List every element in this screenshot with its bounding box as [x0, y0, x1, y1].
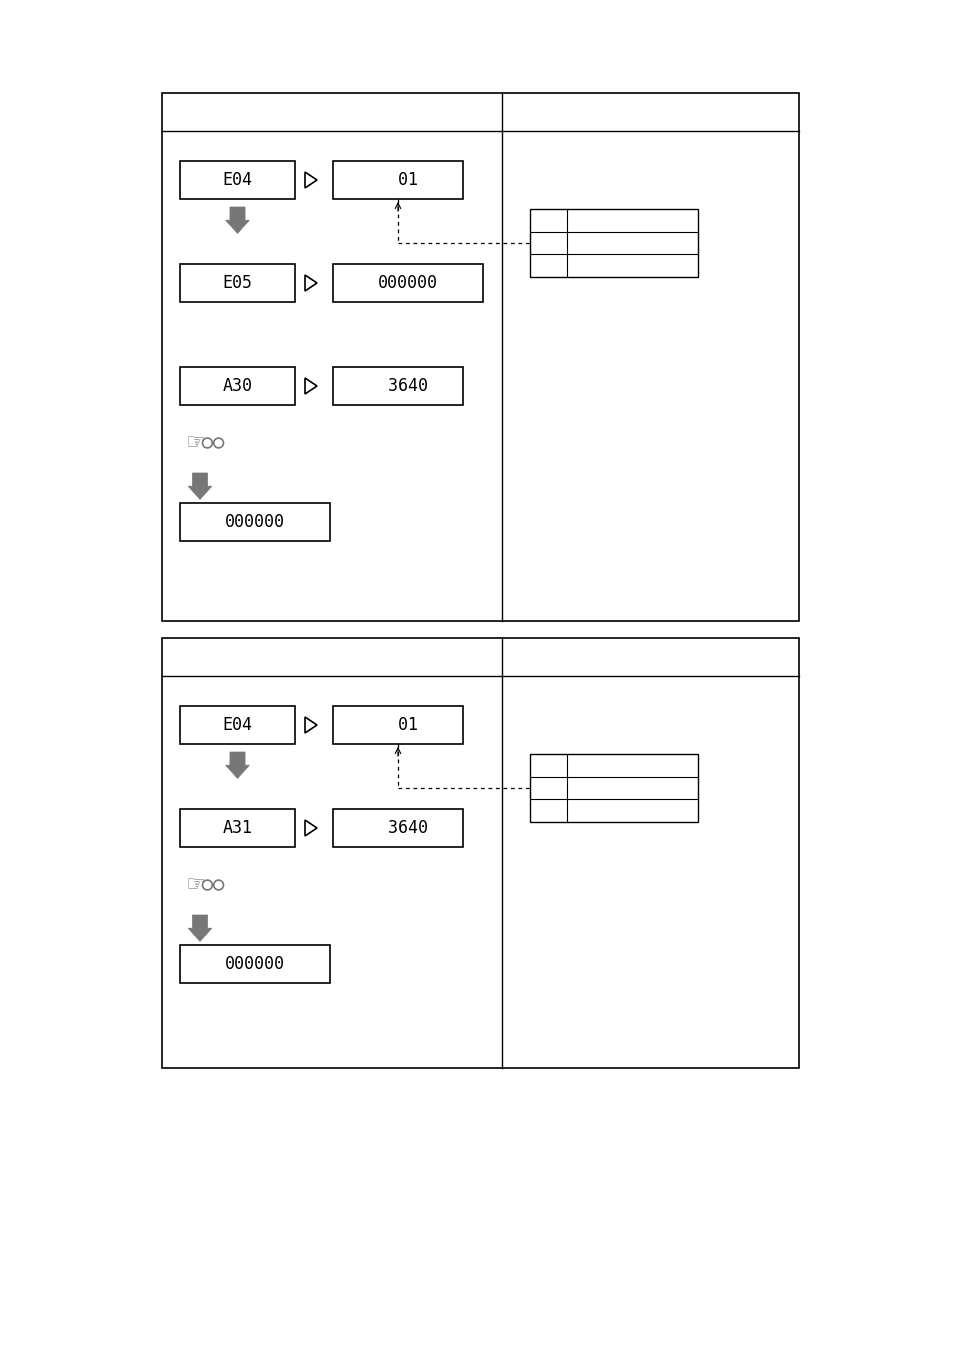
Bar	[530, 754, 698, 821]
Bar	[180, 503, 330, 540]
Text: 3640: 3640	[368, 377, 428, 394]
Bar	[162, 638, 799, 1069]
Bar	[180, 161, 294, 199]
Text: ☞: ☞	[185, 875, 205, 894]
Bar	[180, 263, 294, 303]
Bar	[180, 809, 294, 847]
Text: 01: 01	[377, 716, 417, 734]
Bar	[162, 93, 799, 621]
Text: A30: A30	[222, 377, 253, 394]
Polygon shape	[225, 753, 249, 778]
Bar	[333, 161, 462, 199]
Bar	[180, 944, 330, 984]
Text: 3640: 3640	[368, 819, 428, 838]
Bar	[333, 707, 462, 744]
Text: 01: 01	[377, 172, 417, 189]
Text: A31: A31	[222, 819, 253, 838]
Bar	[333, 809, 462, 847]
Bar	[180, 707, 294, 744]
Bar	[530, 209, 698, 277]
Text: ☞: ☞	[185, 434, 205, 453]
Polygon shape	[188, 473, 212, 500]
Bar	[333, 263, 482, 303]
Bar	[333, 367, 462, 405]
Text: 000000: 000000	[377, 274, 437, 292]
Text: E04: E04	[222, 716, 253, 734]
Text: 000000: 000000	[225, 513, 285, 531]
Text: E04: E04	[222, 172, 253, 189]
Polygon shape	[225, 207, 249, 234]
Polygon shape	[188, 915, 212, 942]
Bar	[180, 367, 294, 405]
Text: E05: E05	[222, 274, 253, 292]
Text: 000000: 000000	[225, 955, 285, 973]
